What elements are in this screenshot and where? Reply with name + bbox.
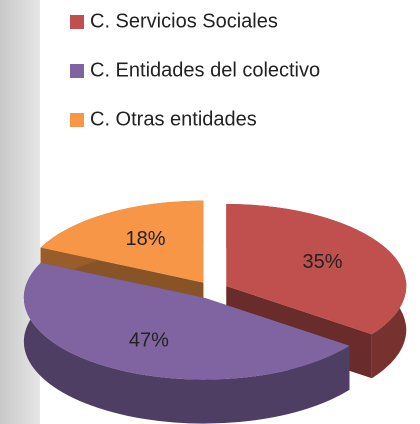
- slice-top: [23, 262, 350, 380]
- legend-label: C. Servicios Sociales: [90, 10, 278, 32]
- legend-swatch: [70, 15, 84, 29]
- pie-slice: [23, 262, 350, 424]
- legend-swatch: [70, 64, 84, 78]
- data-label: 18%: [126, 228, 166, 250]
- slice-top: [226, 204, 407, 335]
- data-label: 35%: [302, 251, 342, 273]
- legend-label: C. Entidades del colectivo: [90, 59, 320, 81]
- slice-top: [40, 200, 204, 283]
- legend-label: C. Otras entidades: [90, 108, 257, 130]
- data-label: 47%: [129, 330, 169, 352]
- legend-swatch: [70, 113, 84, 127]
- slice-side: [23, 262, 350, 424]
